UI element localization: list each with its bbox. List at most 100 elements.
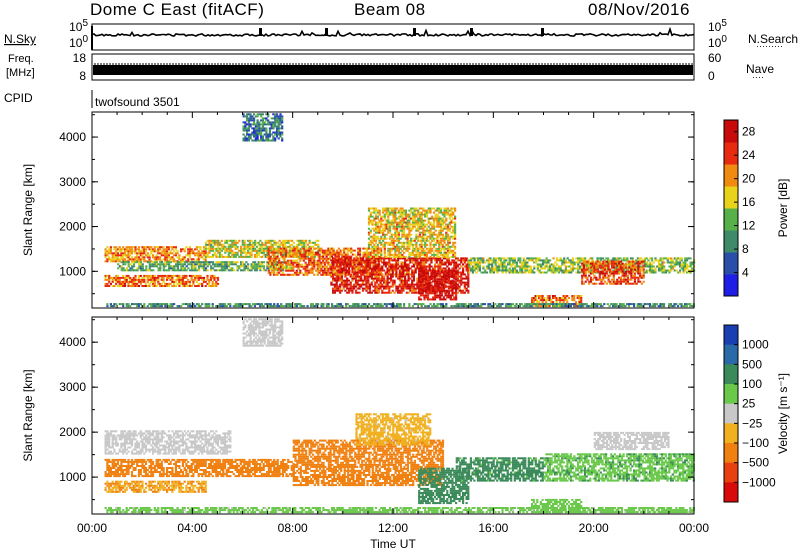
echo-cell: [398, 289, 401, 292]
echo-cell: [236, 265, 239, 268]
echo-cell: [160, 246, 163, 249]
echo-cell: [272, 249, 276, 252]
echo-cell: [388, 277, 391, 280]
echo-cell: [330, 255, 333, 258]
echo-cell: [421, 267, 424, 270]
echo-cell: [420, 251, 423, 254]
echo-cell: [131, 261, 134, 264]
echo-cell: [440, 284, 444, 287]
echo-cell: [379, 285, 382, 288]
echo-cell: [526, 265, 529, 268]
echo-cell: [446, 251, 450, 254]
echo-cell: [406, 247, 409, 250]
echo-cell: [398, 283, 401, 286]
echo-cell: [385, 221, 388, 224]
echo-cell: [259, 247, 262, 250]
echo-cell: [422, 209, 425, 212]
echo-cell: [370, 269, 373, 272]
echo-cell: [194, 254, 197, 257]
echo-cell: [329, 263, 332, 266]
echo-cell: [369, 261, 372, 264]
echo-cell: [425, 267, 428, 270]
echo-cell: [402, 269, 405, 272]
echo-cell: [269, 239, 272, 242]
echo-cell: [545, 271, 548, 274]
echo-cell: [425, 286, 428, 289]
echo-cell: [499, 261, 503, 264]
echo-cell: [192, 265, 195, 268]
echo-cell: [443, 237, 446, 240]
echo-cell: [310, 255, 313, 258]
echo-cell: [501, 265, 504, 268]
echo-cell: [388, 261, 391, 264]
echo-cell: [449, 286, 452, 289]
echo-cell: [166, 285, 169, 287]
echo-cell: [302, 257, 305, 260]
echo-cell: [204, 261, 208, 264]
echo-cell: [340, 259, 343, 262]
echo-cell: [571, 269, 574, 272]
echo-cell: [622, 259, 625, 262]
echo-cell: [227, 255, 230, 258]
echo-cell: [519, 265, 522, 268]
echo-cell: [293, 247, 297, 250]
echo-cell: [402, 289, 405, 292]
echo-cell: [368, 273, 372, 276]
echo-cell: [143, 285, 146, 287]
echo-cell: [166, 254, 169, 257]
echo-cell: [374, 265, 377, 268]
echo-cell: [384, 271, 387, 274]
echo-cell: [453, 282, 456, 285]
echo-cell: [332, 261, 335, 264]
echo-cell: [197, 254, 200, 257]
echo-cell: [455, 263, 458, 266]
freq-label: Freq.: [8, 53, 34, 65]
echo-cell: [370, 257, 373, 260]
echo-cell: [450, 219, 453, 222]
echo-cell: [185, 276, 188, 279]
echo-cell: [252, 267, 255, 270]
echo-cell: [225, 247, 229, 250]
echo-cell: [381, 275, 384, 278]
echo-cell: [373, 247, 376, 250]
echo-cell: [276, 253, 280, 256]
echo-cell: [482, 267, 485, 270]
echo-cell: [374, 249, 377, 252]
echo-cell: [309, 267, 312, 270]
echo-cell: [166, 246, 169, 249]
echo-cell: [418, 298, 421, 301]
echo-cell: [382, 239, 385, 242]
echo-cell: [297, 253, 301, 256]
echo-cell: [261, 249, 264, 252]
echo-cell: [269, 267, 272, 270]
echo-cell: [166, 258, 169, 261]
echo-cell: [405, 259, 408, 262]
echo-cell: [300, 247, 304, 250]
echo-cell: [116, 252, 119, 255]
echo-cell: [402, 261, 405, 264]
echo-cell: [386, 257, 389, 260]
echo-cell: [498, 257, 501, 260]
echo-cell: [412, 271, 415, 274]
echo-cell: [148, 274, 151, 277]
echo-cell: [402, 271, 405, 274]
echo-cell: [330, 267, 333, 270]
echo-cell: [210, 241, 213, 244]
echo-cell: [358, 263, 361, 266]
echo-cell: [358, 275, 361, 278]
echo-cell: [418, 225, 421, 228]
echo-cell: [438, 215, 441, 218]
echo-cell: [421, 288, 424, 291]
echo-cell: [520, 263, 524, 266]
echo-cell: [582, 263, 585, 266]
echo-cell: [254, 265, 257, 268]
echo-cell: [243, 241, 246, 244]
echo-cell: [449, 294, 452, 297]
echo-cell: [332, 251, 335, 254]
echo-cell: [273, 239, 276, 242]
echo-cell: [478, 261, 481, 264]
echo-cell: [433, 286, 437, 289]
echo-cell: [367, 265, 370, 268]
echo-cell: [382, 207, 385, 210]
echo-cell: [365, 277, 368, 280]
